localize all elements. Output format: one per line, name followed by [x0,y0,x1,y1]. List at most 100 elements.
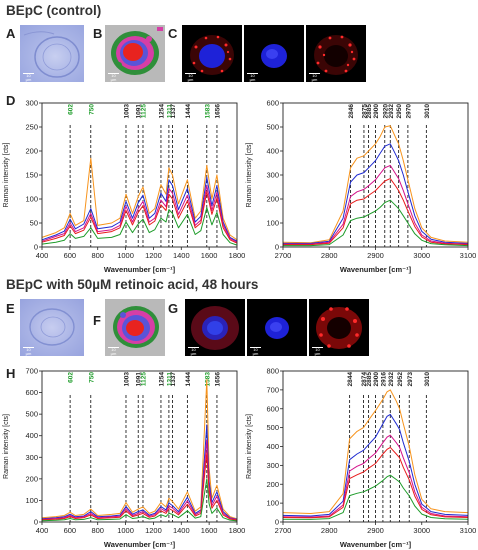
x-tick-label: 1600 [201,526,218,535]
x-axis-label: Wavenumber [cm⁻¹] [104,265,176,274]
peak-label-1337: 1337 [170,372,177,387]
cell-outline-a [23,31,80,78]
series-line-magenta [282,434,469,518]
y-tick-label: 0 [34,243,38,252]
y-axis-label: Raman intensity [cts] [246,414,253,479]
peak-label-2950: 2950 [396,104,403,119]
peak-label-2900: 2900 [373,104,380,119]
series-line-magenta [41,185,238,243]
peak-label-1444: 1444 [185,372,192,387]
scalebar-f: 10 µm [108,347,119,356]
y-axis-label: Raman intensity [cts] [3,142,10,207]
scalebar-g3: 10 µm [312,347,323,356]
y-axis-label: Raman intensity [cts] [3,414,10,479]
series-line-red [41,191,238,244]
series-line-green [283,199,469,247]
peak-label-2846: 2846 [348,104,355,119]
peak-label-1254: 1254 [158,104,165,119]
scalebar-a: 10 µm [23,73,34,82]
section-title-control: BEpC (control) [6,3,102,18]
series-line-red [41,452,238,521]
y-tick-label: 400 [266,442,279,451]
x-tick-label: 3100 [460,526,477,535]
peak-label-1125: 1125 [140,372,147,386]
peak-label-3010: 3010 [424,372,431,387]
y-tick-label: 100 [25,195,38,204]
fluorescence-blue-g: 10 µm [247,299,307,356]
y-tick-label: 250 [25,123,38,132]
series-line-red [282,446,469,519]
peak-label-1311: 1311 [166,104,173,118]
y-tick-label: 100 [266,499,279,508]
fluorescence-red-c: 10 µm [306,25,366,82]
peak-label-1091: 1091 [136,372,143,387]
scalebar-c3: 10 µm [309,73,320,82]
peak-label-2973: 2973 [407,372,414,387]
y-tick-label: 800 [266,368,279,376]
peak-label-2885: 2885 [366,104,373,119]
peak-label-2885: 2885 [366,372,373,387]
x-tick-label: 800 [91,526,104,535]
series-line-magenta [41,439,238,521]
y-axis-label: Raman intensity [cts] [246,142,253,207]
peak-label-602: 602 [68,104,75,115]
x-tick-label: 2900 [367,251,384,260]
y-tick-label: 700 [25,368,38,376]
y-tick-label: 0 [34,518,38,527]
panel-label-d: D [6,93,16,108]
y-tick-label: 100 [266,219,279,228]
peak-label-1091: 1091 [136,104,143,119]
peak-label-1656: 1656 [214,372,221,387]
panel-label-b: B [93,26,103,41]
x-tick-label: 3100 [460,251,477,260]
x-tick-label: 1800 [229,526,245,535]
y-tick-label: 400 [266,147,279,156]
red-channel-image-g [316,307,362,349]
blue-channel-image-c [261,44,287,68]
series-line-orange [41,157,238,241]
cluster-image-f [113,306,159,348]
series-line-green [41,478,238,522]
x-tick-label: 2700 [275,526,292,535]
cluster-image-b [111,27,163,75]
micrograph-a: 10 µm [20,25,84,82]
x-tick-label: 1400 [173,251,190,260]
peak-label-2952: 2952 [397,372,404,387]
peak-label-1583: 1583 [204,372,211,387]
x-tick-label: 600 [64,526,77,535]
x-tick-label: 1000 [117,526,134,535]
peak-label-3010: 3010 [424,104,431,119]
series-line-blue [282,413,469,517]
series-line-blue [41,176,238,242]
y-tick-label: 200 [25,147,38,156]
x-tick-label: 1400 [173,526,190,535]
x-tick-label: 1800 [229,251,245,260]
x-axis-label: Wavenumber [cm⁻¹] [340,265,412,274]
peak-label-2932: 2932 [388,104,395,119]
blue-channel-image-g [265,317,289,339]
peak-label-1444: 1444 [185,104,192,119]
peak-label-750: 750 [88,372,95,383]
peak-label-2875: 2875 [361,104,368,119]
y-tick-label: 600 [266,100,279,108]
x-axis-label: Wavenumber [cm⁻¹] [104,540,176,549]
peak-label-602: 602 [68,372,75,383]
cluster-map-f: 10 µm [105,299,165,356]
merge-image-g [191,306,239,350]
section-title-retinoic: BEpC with 50µM retinoic acid, 48 hours [6,277,259,292]
x-tick-label: 2700 [275,251,292,260]
panel-label-c: C [168,26,178,41]
y-tick-label: 200 [25,474,38,483]
red-channel-image-c [314,35,358,75]
panel-label-h: H [6,366,16,381]
scalebar-g1: 10 µm [188,347,199,356]
y-tick-label: 150 [25,171,38,180]
plot-frame [41,370,238,523]
y-tick-label: 600 [25,388,38,397]
peak-label-1656: 1656 [214,104,221,119]
